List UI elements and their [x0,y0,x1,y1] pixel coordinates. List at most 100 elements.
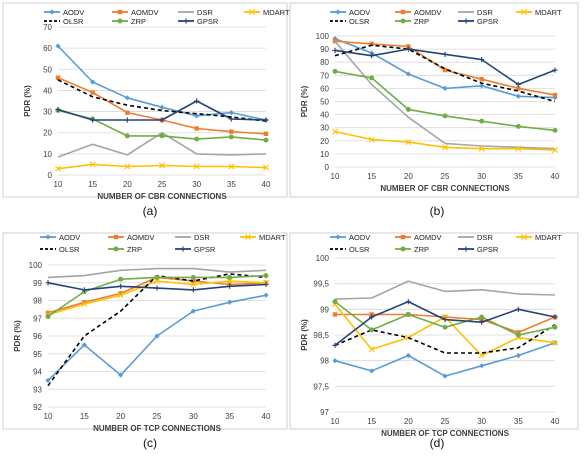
data-point [369,53,375,59]
data-point [263,273,269,279]
x-tick-label: 30 [477,417,486,426]
data-point [228,134,234,140]
data-point [125,110,130,115]
data-point [124,133,130,139]
data-point [442,144,448,151]
legend-marker [117,18,123,24]
panel-label: (d) [430,436,445,450]
data-point [263,281,269,288]
y-tick-label: 100 [316,32,330,41]
series-line-dsr [334,40,556,150]
y-tick-label: 40 [43,86,52,95]
x-tick-label: 20 [404,172,413,181]
legend-label: DSR [477,8,493,17]
legend-item-mdart: MDART [516,8,562,17]
data-point [552,324,558,330]
y-tick-label: 10 [320,150,329,159]
series-dsr [57,131,267,158]
legend-item-zrp: ZRP [395,245,429,254]
data-point [442,317,448,323]
data-point [406,44,411,49]
chart-panel-4: 97 97,5 98 98,5 99 99,5 100 10 15 20 25 30 35 40 NUMBE… [289,232,579,450]
data-point [478,145,485,152]
data-point [369,41,374,47]
data-point [368,346,375,353]
y-tick-label: 96 [33,332,42,341]
legend-label: AODV [349,233,370,242]
legend-label: OLSR [349,245,370,254]
data-point [479,319,485,325]
data-point [516,86,521,91]
data-point [191,278,196,284]
data-point [154,277,160,284]
y-tick-label: 10 [43,150,52,159]
series-dsr [47,267,267,279]
y-tick-label: 60 [320,84,329,93]
legend-item-olsr: OLSR [44,17,84,26]
series-olsr [334,324,556,354]
legend-label: ZRP [127,245,142,254]
legend-label: AOMDV [414,233,442,242]
data-point [118,291,123,296]
data-point [190,274,196,280]
series-line-dsr [47,267,267,279]
legend-item-dsr: DSR [178,8,213,17]
data-point [159,117,165,123]
series-line-dsr [57,131,267,158]
legend-marker [521,9,527,15]
legend-item-aomdv: AOMDV [108,233,155,242]
data-point [45,280,51,286]
legend-item-dsr: DSR [175,233,210,242]
data-point [552,92,558,98]
series-olsr [57,79,267,122]
legend-label: MDART [259,233,286,242]
legend-label: GPSR [477,17,499,26]
data-point [159,133,165,139]
x-axis-title: NUMBER OF CBR CONNECTIONS [97,192,227,201]
data-point [442,51,448,57]
legend-label: MDART [535,233,562,242]
data-point [332,128,338,135]
legend-label: AOMDV [414,8,442,17]
data-point [442,67,448,73]
x-tick-label: 35 [225,412,234,421]
series-dsr [334,280,556,300]
legend-marker [400,9,406,15]
series-line-dsr [334,280,556,300]
data-point [90,79,96,85]
x-tick-label: 15 [367,172,376,181]
legend-item-mdart: MDART [244,8,290,17]
data-point [552,67,558,73]
series-gpsr [332,299,558,348]
data-point [263,292,269,298]
data-point [193,163,200,170]
y-tick-label: 70 [320,71,329,80]
series-aodv [45,292,269,383]
series-gpsr [55,98,269,123]
data-point [369,327,375,333]
x-tick-label: 15 [367,417,376,426]
series-olsr [334,44,556,103]
legend-item-aomdv: AOMDV [112,8,159,17]
panel-label: (b) [430,204,445,218]
legend-item-aodv: AODV [40,233,80,242]
legend-marker [400,246,406,252]
legend-label: AODV [63,8,84,17]
legend-item-aodv: AODV [330,233,370,242]
series-aodv [332,36,558,101]
data-point [479,363,485,369]
series-line-olsr [57,79,267,122]
y-tick-label: 80 [320,58,329,67]
series-mdart [55,161,269,172]
legend-marker [180,246,186,252]
data-point [228,116,234,122]
data-point [228,163,235,170]
data-point [552,314,558,320]
data-point [227,299,233,305]
data-point [55,75,61,80]
data-point [515,145,522,152]
data-point [405,46,411,52]
series-gpsr [332,46,558,88]
series-line-mdart [334,303,556,357]
y-tick-label: 99 [33,279,42,288]
